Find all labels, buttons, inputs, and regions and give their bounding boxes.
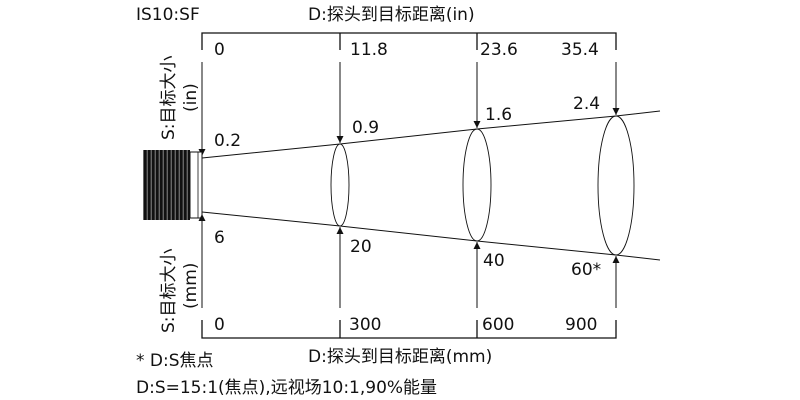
top-scale-bracket: [201, 32, 617, 50]
spot-ellipse-3: [597, 115, 635, 256]
distance-in-0: 0: [214, 40, 225, 60]
distance-mm-2: 600: [482, 315, 514, 335]
spot-mm-2: 40: [483, 251, 505, 271]
bottom-axis-title: D:探头到目标距离(mm): [308, 347, 492, 367]
spot-mm-3: 60*: [571, 260, 601, 280]
left-top-label: S:目标大小: [159, 55, 179, 140]
spot-ellipse-2: [462, 128, 492, 242]
footnote: * D:S焦点: [136, 351, 214, 371]
model-label: IS10:SF: [136, 5, 200, 25]
distance-mm-1: 300: [349, 315, 381, 335]
distance-in-3: 35.4: [561, 40, 599, 60]
left-bottom-unit: (mm): [181, 263, 201, 309]
left-top-unit: (in): [181, 83, 201, 112]
cone-top-line: [201, 110, 661, 159]
distance-in-2: 23.6: [480, 40, 518, 60]
spot-in-3: 2.4: [573, 94, 600, 114]
top-axis-title: D:探头到目标距离(in): [308, 5, 475, 25]
probe-lens-face: [189, 151, 203, 219]
spot-in-1: 0.9: [352, 118, 379, 138]
spec-text: D:S=15:1(焦点),远视场10:1,90%能量: [136, 378, 437, 398]
distance-mm-0: 0: [214, 315, 225, 335]
spot-mm-1: 20: [350, 237, 372, 257]
down-arrows: [198, 62, 620, 156]
spot-in-0: 0.2: [214, 131, 241, 151]
spot-mm-0: 6: [214, 228, 225, 248]
spot-ellipse-1: [330, 143, 350, 227]
probe-thread: [143, 150, 190, 220]
up-arrows: [198, 214, 620, 308]
distance-in-1: 11.8: [350, 40, 388, 60]
spot-in-2: 1.6: [485, 105, 512, 125]
cone-bottom-line: [201, 211, 661, 261]
left-bottom-label: S:目标大小: [159, 248, 179, 333]
bottom-scale-bracket: [201, 320, 617, 339]
distance-mm-3: 900: [565, 315, 597, 335]
